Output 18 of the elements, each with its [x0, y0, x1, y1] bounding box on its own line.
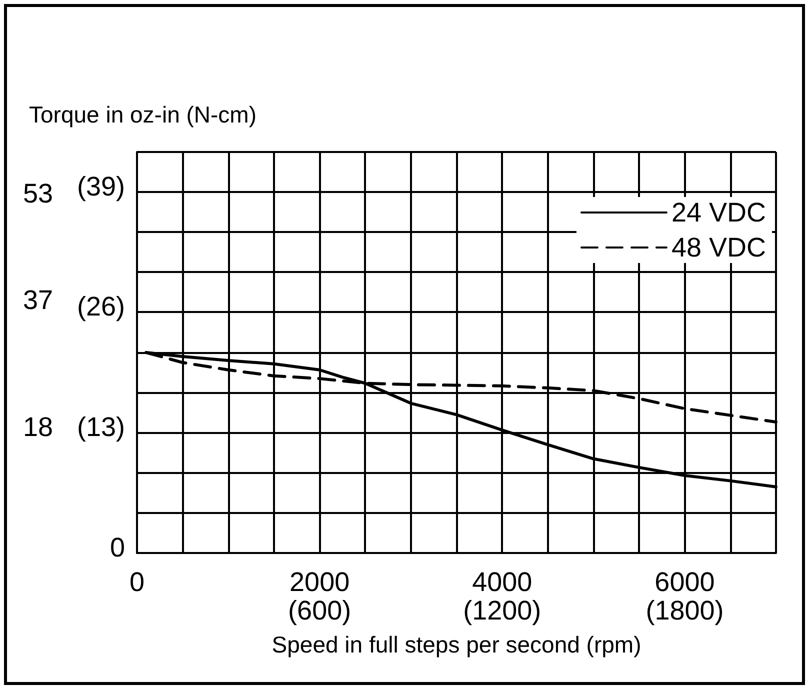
- y-tick-label: (39): [76, 171, 125, 202]
- x-tick-label: 0: [129, 567, 145, 597]
- x-tick-label: 4000: [472, 567, 532, 597]
- y-axis-title: Torque in oz-in (N-cm): [29, 102, 256, 128]
- y-tick-label: 0: [110, 532, 125, 562]
- legend-label: 24 VDC: [671, 198, 766, 228]
- x-axis-title: Speed in full steps per second (rpm): [272, 632, 642, 658]
- y-tick-label: (26): [76, 292, 125, 322]
- x2-tick-label: (1800): [646, 596, 724, 626]
- x2-tick-label: (1200): [463, 596, 542, 626]
- y2-tick-label: 53: [23, 178, 54, 208]
- legend-label: 48 VDC: [671, 232, 766, 262]
- x-tick-label: 6000: [654, 567, 715, 597]
- y2-tick-label: 37: [23, 285, 54, 316]
- y-tick-label: (13): [76, 412, 125, 442]
- x-tick-label: 2000: [290, 567, 350, 597]
- y2-tick-label: 18: [23, 412, 54, 442]
- x2-tick-label: (600): [288, 596, 352, 626]
